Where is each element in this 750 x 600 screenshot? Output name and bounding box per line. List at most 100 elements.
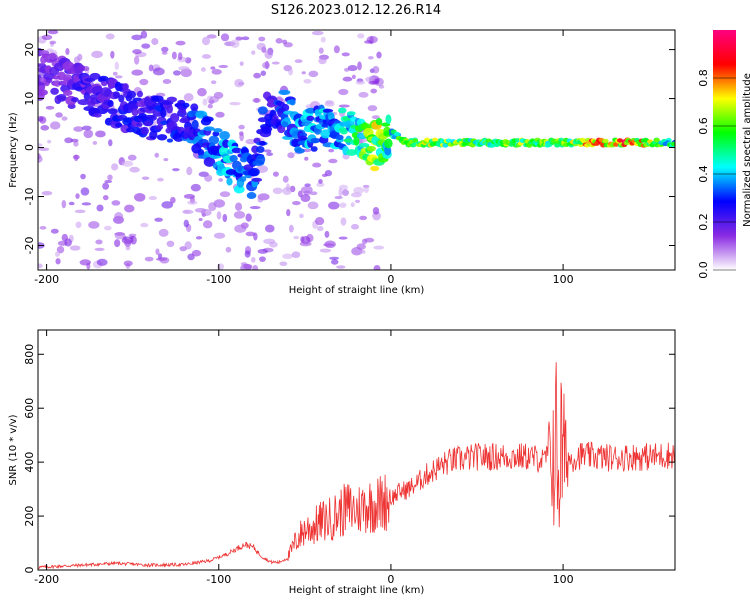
spectrogram-noise-blob bbox=[372, 207, 380, 215]
spectrogram-noise-blob bbox=[38, 143, 43, 147]
spectrogram-ridge-blob bbox=[375, 118, 383, 126]
spectrogram-noise-blob bbox=[257, 248, 268, 254]
spectrogram-noise-blob bbox=[83, 129, 94, 139]
snr-y-tick-label: 0 bbox=[23, 567, 36, 574]
spectrogram-noise-blob bbox=[64, 137, 73, 144]
spectrogram-y-axis-label: Frequency (Hz) bbox=[8, 112, 19, 188]
spectrogram-noise-blob bbox=[353, 186, 365, 194]
spectrogram-ridge-blob bbox=[346, 111, 356, 116]
spectrogram-ridge-blob bbox=[49, 52, 57, 60]
spectrogram-noise-blob bbox=[279, 261, 288, 267]
spectrogram-x-tick-label: -200 bbox=[34, 273, 59, 286]
spectrogram-ridge-blob bbox=[112, 91, 121, 99]
spectrogram-ridge-blob bbox=[38, 89, 48, 96]
spectrogram-noise-blob bbox=[208, 202, 217, 212]
spectrogram-noise-blob bbox=[157, 253, 163, 260]
spectrogram-noise-blob bbox=[252, 98, 261, 103]
spectrogram-noise-blob bbox=[245, 213, 252, 222]
spectrogram-noise-blob bbox=[61, 116, 68, 121]
spectrogram-noise-blob bbox=[170, 196, 176, 204]
spectrogram-ridge-blob bbox=[281, 120, 289, 128]
spectrogram-ridge-blob bbox=[327, 111, 335, 119]
spectrogram-noise-blob bbox=[114, 239, 121, 248]
colorbar-tick-label: 0.2 bbox=[697, 213, 710, 231]
snr-y-axis-label: SNR (10 * v/v) bbox=[8, 414, 19, 485]
spectrogram-noise-blob bbox=[73, 56, 80, 64]
spectrogram-noise-blob bbox=[65, 48, 70, 55]
spectrogram-noise-blob bbox=[360, 250, 366, 254]
spectrogram-noise-blob bbox=[318, 57, 327, 65]
spectrogram-ridge-blob bbox=[248, 167, 260, 177]
spectrogram-noise-blob bbox=[209, 96, 220, 103]
spectrogram-noise-blob bbox=[61, 200, 67, 209]
spectrogram-ridge-blob bbox=[256, 154, 266, 165]
spectrogram-noise-blob bbox=[38, 147, 50, 151]
spectrogram-noise-blob bbox=[47, 30, 59, 35]
spectrogram-noise-blob bbox=[201, 54, 212, 59]
spectrogram-noise-blob bbox=[357, 33, 365, 39]
spectrogram-ridge-blob bbox=[231, 147, 243, 154]
spectrogram-ridge-blob bbox=[78, 65, 86, 72]
snr-ticks: -200 -100 0 100 0 200 400 600 800 bbox=[23, 330, 675, 586]
spectrogram-noise-blob bbox=[316, 225, 324, 232]
spectrogram-noise-blob bbox=[178, 66, 190, 71]
spectrogram-noise-blob bbox=[203, 220, 213, 229]
spectrogram-noise-blob bbox=[41, 34, 53, 41]
spectrogram-noise-blob bbox=[75, 193, 80, 199]
spectrogram-noise-blob bbox=[312, 162, 322, 168]
spectrogram-noise-blob bbox=[194, 207, 207, 213]
spectrogram-ridge-blob bbox=[118, 94, 125, 103]
spectrogram-noise-blob bbox=[315, 217, 325, 226]
spectrogram-noise-blob bbox=[213, 199, 226, 208]
spectrogram-noise-blob bbox=[376, 51, 382, 59]
spectrogram-ridge-blob bbox=[126, 127, 135, 133]
spectrogram-noise-blob bbox=[264, 224, 275, 233]
spectrogram-ridge-blob bbox=[526, 143, 533, 148]
spectrogram-noise-blob bbox=[210, 80, 217, 85]
spectrogram-noise-blob bbox=[299, 241, 312, 247]
spectrogram-noise-blob bbox=[183, 93, 194, 102]
spectrogram-noise-blob bbox=[38, 263, 43, 269]
spectrogram-noise-blob bbox=[102, 194, 109, 201]
spectrogram-noise-blob bbox=[257, 197, 264, 203]
spectrogram-y-tick-label: 10 bbox=[23, 92, 36, 106]
spectrogram-noise-blob bbox=[202, 98, 208, 106]
spectrogram-noise-blob bbox=[218, 178, 224, 182]
spectrogram-ridge-blob bbox=[671, 141, 675, 147]
spectrogram-noise-blob bbox=[351, 74, 356, 80]
spectrogram-noise-blob bbox=[190, 183, 201, 192]
spectrogram-ridge-blob bbox=[602, 138, 609, 144]
spectrogram-noise-blob bbox=[64, 238, 72, 247]
spectrogram-ridge-blob bbox=[493, 142, 500, 148]
snr-frame bbox=[37, 329, 676, 571]
spectrogram-noise-blob bbox=[211, 69, 222, 75]
snr-y-tick-label: 800 bbox=[23, 344, 36, 365]
spectrogram-noise-blob bbox=[220, 33, 230, 42]
spectrogram-noise-blob bbox=[198, 217, 203, 222]
spectrogram-noise-blob bbox=[140, 30, 148, 39]
spectrogram-noise-blob bbox=[197, 87, 207, 97]
snr-y-tick-label: 400 bbox=[23, 452, 36, 473]
spectrogram-noise-blob bbox=[291, 251, 301, 259]
spectrogram-ridge-blob bbox=[156, 134, 168, 141]
spectrogram-ridge-blob bbox=[289, 98, 296, 106]
spectrogram-noise-blob bbox=[171, 51, 177, 60]
spectrogram-noise-blob bbox=[73, 126, 84, 132]
spectrogram-ridge-blob bbox=[160, 108, 167, 118]
spectrogram-noise-blob bbox=[81, 125, 92, 131]
spectrogram-noise-blob bbox=[139, 78, 149, 86]
spectrogram-noise-blob bbox=[288, 224, 294, 233]
spectrogram-noise-blob bbox=[155, 248, 160, 256]
spectrogram-noise-blob bbox=[338, 88, 349, 96]
spectrogram-noise-blob bbox=[300, 236, 305, 243]
spectrogram-noise-blob bbox=[364, 40, 373, 44]
spectrogram-noise-blob bbox=[229, 101, 241, 106]
spectrogram-noise-blob bbox=[141, 43, 151, 49]
spectrogram-noise-blob bbox=[41, 190, 53, 196]
spectrogram-noise-blob bbox=[288, 68, 294, 76]
spectrogram-ridge-blob bbox=[208, 135, 220, 145]
spectrogram-ridge-blob bbox=[229, 154, 238, 163]
spectrogram-noise-blob bbox=[162, 79, 172, 84]
spectrogram-noise-blob bbox=[275, 38, 283, 44]
